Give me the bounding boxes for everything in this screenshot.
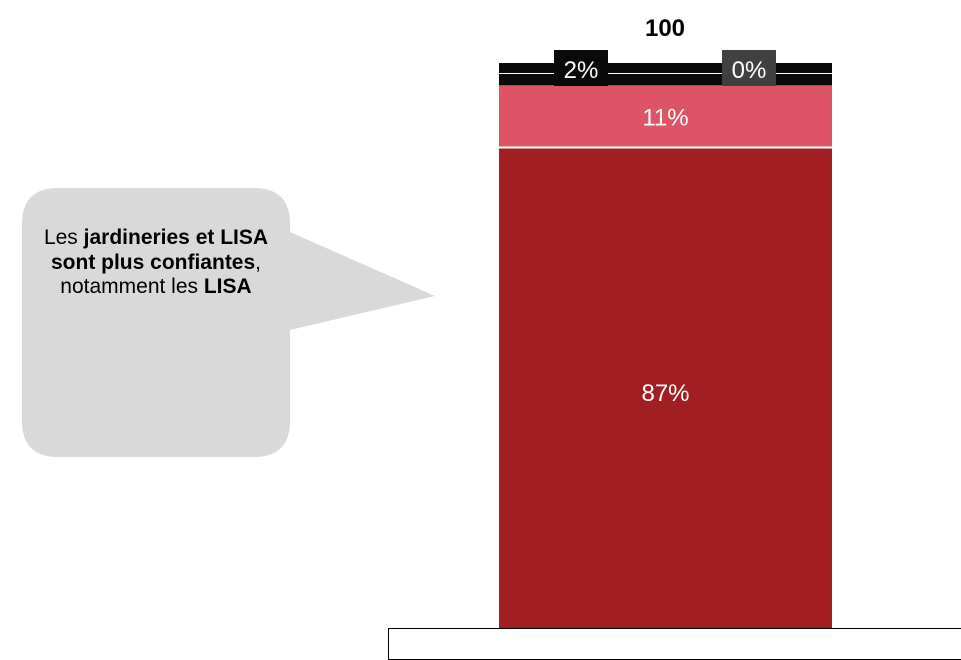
data-label-3: 2% xyxy=(564,57,599,84)
callout-part-2: jardineries et LISA sont plus confiantes xyxy=(50,226,269,274)
bar-segment-1 xyxy=(499,147,832,639)
bar-top-edge xyxy=(499,63,832,73)
bar-segment-2 xyxy=(499,85,832,148)
callout-part-3: , notamment les xyxy=(60,250,262,299)
callout-part-4: LISA xyxy=(203,275,252,298)
data-label-2: 11% xyxy=(642,104,688,131)
bottom-frame xyxy=(388,628,961,660)
callout-part-1: Les xyxy=(43,226,84,249)
stacked-bar-chart: 87% 11% 2% 0% 100 xyxy=(22,15,832,639)
callout-text: Les jardineries et LISA sont plus confia… xyxy=(38,226,274,300)
total-label: 100 xyxy=(645,15,685,42)
data-label-4-box xyxy=(722,50,776,86)
bar-segment-3 xyxy=(499,74,832,86)
data-label-3-box xyxy=(554,50,608,86)
data-label-1: 87% xyxy=(641,380,689,407)
callout-bubble xyxy=(22,188,435,457)
data-label-4: 0% xyxy=(732,57,767,84)
